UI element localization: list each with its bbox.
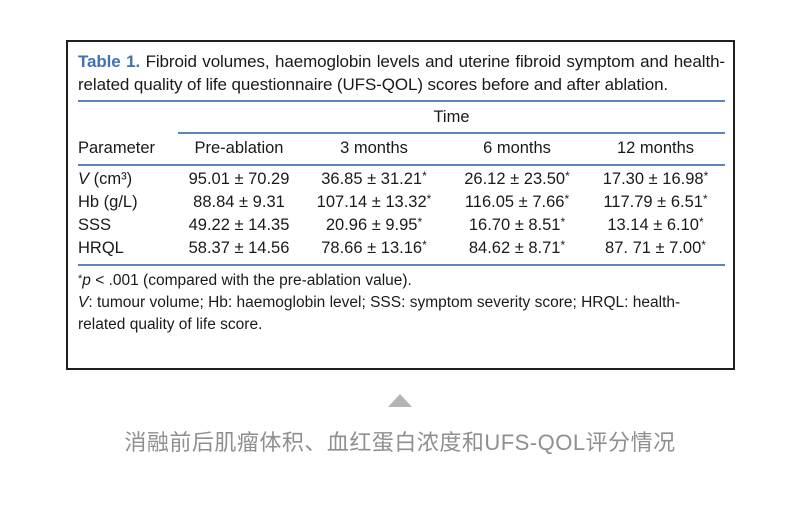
significance-asterisk: * [698, 215, 704, 229]
significance-asterisk: * [565, 169, 570, 183]
row-param-label: HRQL [78, 239, 124, 257]
cell-value: 49.22 ± 14.35 [188, 216, 290, 234]
significance-asterisk: * [701, 238, 706, 252]
table-number-label: Table 1. [78, 52, 141, 71]
cell-value: 17.30 ± 16.98* [602, 169, 709, 188]
header-divider-rule [78, 164, 725, 166]
cell-value: 20.96 ± 9.95* [325, 215, 423, 234]
row-param-label: V (cm³) [78, 170, 133, 188]
row-param-label: SSS [78, 216, 112, 234]
significance-asterisk: * [426, 192, 432, 206]
cell-value: 116.05 ± 7.66* [464, 192, 570, 211]
significance-asterisk: * [564, 192, 570, 206]
column-header-12-months: 12 months [616, 139, 695, 157]
significance-asterisk: * [560, 238, 566, 252]
cell-value: 26.12 ± 23.50* [464, 169, 570, 188]
column-header-pre-ablation: Pre-ablation [194, 139, 284, 157]
body-divider-rule [78, 264, 725, 266]
table-title-text: Fibroid volumes, haemoglobin levels and … [78, 52, 725, 94]
footnote-abbreviations: V: tumour volume; Hb: haemoglobin level;… [78, 294, 681, 333]
cell-value: 13.14 ± 6.10* [607, 215, 704, 234]
significance-asterisk: * [422, 238, 427, 252]
cell-value: 107.14 ± 13.32* [316, 192, 432, 211]
cell-value: 36.85 ± 31.21* [321, 169, 427, 188]
cell-value: 84.62 ± 8.71* [468, 238, 566, 257]
table-row: SSS 49.22 ± 14.35 20.96 ± 9.95* 16.70 ± … [78, 214, 725, 237]
cell-value: 95.01 ± 70.29 [188, 170, 290, 188]
paper-table-figure: Table 1. Fibroid volumes, haemoglobin le… [66, 40, 735, 370]
table-row: V (cm³) 95.01 ± 70.29 36.85 ± 31.21* 26.… [78, 168, 725, 191]
up-triangle-icon [388, 394, 412, 407]
table-body: V (cm³) 95.01 ± 70.29 36.85 ± 31.21* 26.… [78, 168, 725, 260]
significance-asterisk: * [417, 215, 423, 229]
table-title: Table 1. Fibroid volumes, haemoglobin le… [78, 50, 725, 96]
significance-asterisk: * [422, 169, 427, 183]
figure-caption-chinese: 消融前后肌瘤体积、血红蛋白浓度和UFS-QOL评分情况 [124, 430, 676, 455]
column-header-6-months: 6 months [483, 139, 551, 157]
footnote-significance: *p < .001 (compared with the pre-ablatio… [78, 272, 412, 289]
time-header-row: Time [78, 107, 725, 134]
cell-value: 78.66 ± 13.16* [321, 238, 427, 257]
cell-value: 16.70 ± 8.51* [468, 215, 566, 234]
cell-value: 58.37 ± 14.56 [188, 239, 290, 257]
cell-value: 117.79 ± 6.51* [603, 192, 708, 211]
significance-asterisk: * [703, 169, 709, 183]
column-header-parameter: Parameter [78, 139, 156, 157]
table-row: Hb (g/L) 88.84 ± 9.31 107.14 ± 13.32* 11… [78, 191, 725, 214]
table-row: HRQL 58.37 ± 14.56 78.66 ± 13.16* 84.62 … [78, 237, 725, 260]
cell-value: 88.84 ± 9.31 [193, 193, 285, 211]
cell-value: 87. 71 ± 7.00* [605, 238, 706, 257]
column-header-3-months: 3 months [340, 139, 408, 157]
title-divider-rule [78, 100, 725, 102]
significance-asterisk: * [560, 215, 566, 229]
significance-asterisk: * [702, 192, 708, 206]
table-footnotes: *p < .001 (compared with the pre-ablatio… [78, 270, 725, 336]
column-header-row: Parameter Pre-ablation 3 months 6 months… [78, 138, 725, 164]
time-spanner-header: Time [178, 107, 725, 134]
row-param-label: Hb (g/L) [78, 193, 138, 211]
